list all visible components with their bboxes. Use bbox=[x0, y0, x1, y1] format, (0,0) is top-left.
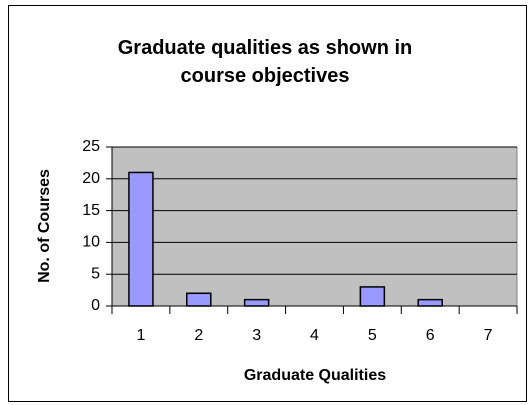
x-tick-label: 3 bbox=[252, 327, 261, 344]
bar bbox=[186, 292, 212, 307]
plot-area bbox=[111, 146, 518, 307]
chart-title: Graduate qualities as shown in course ob… bbox=[117, 37, 413, 87]
x-tick-label: 6 bbox=[426, 327, 435, 344]
y-axis-label: No. of Courses bbox=[36, 169, 53, 283]
x-tick-label: 2 bbox=[194, 327, 203, 344]
y-tick-label: 20 bbox=[82, 170, 100, 187]
bar bbox=[359, 286, 386, 307]
x-tick-label: 5 bbox=[368, 327, 377, 344]
bar bbox=[243, 298, 270, 307]
x-tick-label: 7 bbox=[484, 327, 493, 344]
x-axis-label: Graduate Qualities bbox=[244, 367, 386, 384]
y-tick-label: 15 bbox=[82, 202, 100, 219]
bar bbox=[128, 171, 154, 307]
x-tick-label: 4 bbox=[310, 327, 319, 344]
bar bbox=[417, 298, 443, 307]
y-tick-label: 0 bbox=[91, 297, 100, 314]
y-tick-label: 25 bbox=[82, 138, 100, 155]
x-tick-label: 1 bbox=[136, 327, 145, 344]
y-tick-label: 5 bbox=[91, 265, 100, 282]
y-tick-label: 10 bbox=[82, 234, 100, 251]
